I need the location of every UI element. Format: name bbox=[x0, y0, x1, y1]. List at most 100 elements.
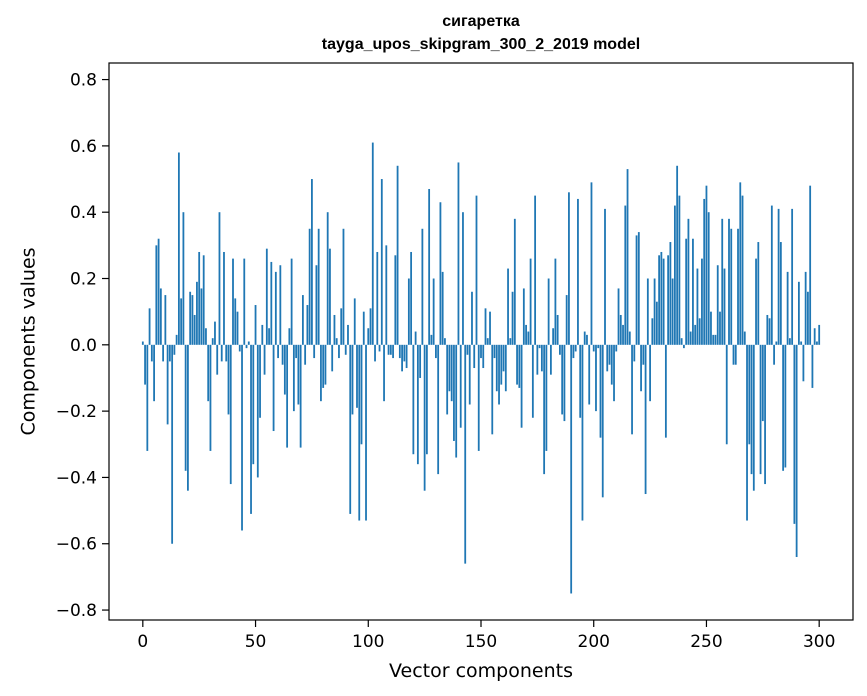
bar bbox=[308, 228, 311, 345]
bar bbox=[644, 344, 647, 495]
bar bbox=[480, 344, 482, 359]
bar bbox=[387, 344, 390, 355]
bar bbox=[759, 344, 762, 475]
bar bbox=[453, 344, 455, 441]
y-tick-label: 0.2 bbox=[70, 270, 97, 290]
bar bbox=[583, 331, 586, 345]
bar bbox=[419, 344, 422, 378]
bar bbox=[646, 278, 649, 345]
bar bbox=[590, 182, 593, 345]
bar bbox=[811, 344, 814, 388]
bar bbox=[572, 344, 575, 359]
bar bbox=[788, 338, 791, 345]
bar bbox=[543, 344, 546, 475]
bar bbox=[234, 298, 237, 345]
bar bbox=[177, 152, 180, 345]
bar bbox=[482, 344, 485, 369]
bar bbox=[786, 271, 789, 345]
bar bbox=[622, 324, 624, 345]
bar bbox=[743, 331, 746, 345]
bar bbox=[527, 331, 530, 345]
bar bbox=[610, 344, 613, 385]
bar bbox=[791, 208, 794, 345]
bar bbox=[484, 308, 487, 345]
bar bbox=[182, 212, 185, 345]
bar bbox=[444, 338, 446, 345]
bar bbox=[340, 308, 343, 345]
bar bbox=[187, 344, 189, 491]
bar bbox=[157, 238, 160, 345]
bar bbox=[236, 311, 239, 345]
bar bbox=[376, 251, 379, 345]
bar bbox=[394, 255, 397, 345]
bar bbox=[313, 344, 316, 359]
bar bbox=[595, 344, 597, 412]
bar bbox=[577, 198, 579, 345]
bar bbox=[592, 344, 595, 352]
bar bbox=[698, 318, 701, 345]
bar bbox=[283, 344, 286, 395]
bar bbox=[432, 278, 435, 345]
bar bbox=[588, 344, 591, 405]
bar bbox=[779, 242, 782, 345]
bar bbox=[329, 248, 331, 345]
bar bbox=[441, 271, 444, 345]
bar bbox=[513, 218, 516, 345]
bar bbox=[549, 344, 552, 375]
bar bbox=[333, 314, 336, 345]
bar bbox=[279, 265, 282, 345]
bar bbox=[604, 208, 606, 345]
bar bbox=[150, 344, 153, 362]
bar bbox=[398, 344, 401, 359]
bar bbox=[462, 212, 464, 345]
bar bbox=[356, 344, 358, 408]
bar bbox=[315, 265, 318, 345]
bar bbox=[649, 344, 651, 402]
bar bbox=[274, 271, 277, 345]
bar bbox=[281, 344, 284, 365]
bar bbox=[220, 344, 223, 362]
bar bbox=[660, 251, 663, 345]
bar bbox=[696, 268, 699, 345]
y-tick-label: −0.8 bbox=[56, 601, 97, 621]
bar bbox=[495, 344, 498, 392]
bar bbox=[405, 344, 408, 369]
bar bbox=[162, 344, 165, 362]
bar bbox=[380, 179, 383, 345]
bar bbox=[782, 344, 785, 471]
bar bbox=[365, 344, 367, 521]
bar bbox=[385, 245, 388, 345]
bar bbox=[556, 314, 559, 345]
bar bbox=[502, 344, 505, 372]
bar bbox=[631, 344, 633, 435]
x-tick-label: 250 bbox=[690, 632, 722, 652]
bar bbox=[800, 341, 803, 345]
bar bbox=[710, 311, 712, 345]
bar bbox=[448, 344, 451, 392]
bar bbox=[416, 344, 419, 465]
bar bbox=[676, 165, 679, 345]
bar bbox=[457, 162, 460, 345]
bar bbox=[635, 235, 638, 345]
bar bbox=[597, 344, 600, 349]
bar bbox=[202, 255, 205, 345]
bar bbox=[428, 188, 431, 345]
bar bbox=[531, 344, 534, 418]
bar bbox=[173, 344, 176, 355]
bar bbox=[301, 295, 304, 345]
bar bbox=[225, 344, 228, 362]
bar bbox=[617, 288, 620, 345]
axes-frame bbox=[108, 62, 854, 621]
bar bbox=[259, 344, 261, 418]
bar bbox=[640, 344, 642, 392]
bar bbox=[739, 182, 742, 345]
bar bbox=[288, 328, 291, 345]
bar bbox=[599, 344, 602, 438]
bar bbox=[678, 195, 681, 345]
bar bbox=[211, 338, 214, 345]
bar bbox=[493, 344, 496, 359]
bar bbox=[651, 318, 654, 345]
bar bbox=[322, 344, 325, 388]
bar bbox=[410, 251, 413, 345]
